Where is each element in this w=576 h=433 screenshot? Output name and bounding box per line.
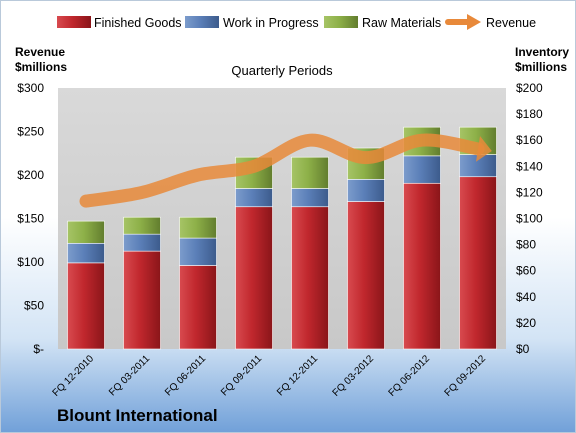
legend-item-raw-materials: Raw Materials (324, 16, 441, 30)
left-axis-title: Revenue $millions (15, 45, 67, 75)
bar-work-in-progress-0 (67, 242, 105, 264)
bar-finished-goods-3 (235, 206, 273, 350)
bar-finished-goods-5 (347, 201, 385, 350)
right-tick-label: $180 (516, 107, 543, 121)
bar-work-in-progress-5 (347, 179, 385, 202)
bar-work-in-progress-4 (291, 188, 329, 208)
bar-finished-goods-4 (291, 206, 329, 350)
left-tick-label: $100 (17, 255, 44, 269)
left-axis-title-line1: Revenue (15, 45, 66, 59)
bar-finished-goods-2 (179, 265, 217, 350)
right-tick-label: $100 (516, 212, 543, 226)
bar-raw-materials-2 (179, 216, 217, 239)
left-axis-title-line2: $millions (15, 60, 68, 74)
left-tick-label: $250 (17, 125, 44, 139)
bar-raw-materials-0 (67, 220, 105, 244)
revenue-line-group (79, 133, 492, 208)
legend-item-work-in-progress: Work in Progress (185, 16, 319, 30)
bar-work-in-progress-1 (123, 233, 161, 252)
right-axis-title-line2: $millions (515, 60, 568, 74)
right-axis-ticks: $0 $20 $40 $60 $80 $100 $120 $140 $160 $180 $200 (516, 81, 543, 356)
revenue-line (79, 133, 485, 208)
right-axis-title-line1: Inventory (515, 45, 570, 59)
legend-item-revenue: Revenue (445, 14, 536, 30)
bar-work-in-progress-2 (179, 237, 217, 266)
right-tick-label: $200 (516, 81, 543, 95)
right-tick-label: $120 (516, 185, 543, 199)
bar-finished-goods-0 (67, 262, 105, 350)
bar-work-in-progress-3 (235, 188, 273, 208)
legend: Finished Goods Work in Progress Raw Mate… (57, 14, 536, 30)
legend-swatch-work-in-progress (185, 16, 219, 28)
bar-finished-goods-1 (123, 250, 161, 350)
legend-item-finished-goods: Finished Goods (57, 16, 182, 30)
right-tick-label: $80 (516, 238, 536, 252)
bar-raw-materials-1 (123, 216, 161, 235)
bar-finished-goods-7 (459, 176, 497, 350)
legend-arrow-icon (467, 14, 481, 30)
right-axis-title: Inventory $millions (515, 45, 569, 75)
bar-raw-materials-4 (291, 156, 329, 189)
right-tick-label: $60 (516, 264, 536, 278)
right-tick-label: $40 (516, 290, 536, 304)
legend-label-work-in-progress: Work in Progress (223, 16, 319, 30)
left-tick-label: $- (33, 342, 44, 356)
legend-label-finished-goods: Finished Goods (94, 16, 182, 30)
left-tick-label: $300 (17, 81, 44, 95)
right-tick-label: $20 (516, 316, 536, 330)
legend-swatch-finished-goods (57, 16, 91, 28)
revenue-line-arrowhead (476, 136, 492, 162)
left-tick-label: $50 (24, 299, 44, 313)
left-tick-label: $200 (17, 168, 44, 182)
left-tick-label: $150 (17, 212, 44, 226)
right-tick-label: $0 (516, 342, 530, 356)
chart-title: Quarterly Periods (231, 63, 333, 78)
right-tick-label: $140 (516, 159, 543, 173)
company-name: Blount International (57, 406, 218, 425)
legend-swatch-raw-materials (324, 16, 358, 28)
bar-finished-goods-6 (403, 182, 441, 350)
bar-work-in-progress-6 (403, 155, 441, 184)
left-axis-ticks: $- $50 $100 $150 $200 $250 $300 (17, 81, 44, 356)
legend-label-raw-materials: Raw Materials (362, 16, 441, 30)
right-tick-label: $160 (516, 133, 543, 147)
legend-label-revenue: Revenue (486, 16, 536, 30)
